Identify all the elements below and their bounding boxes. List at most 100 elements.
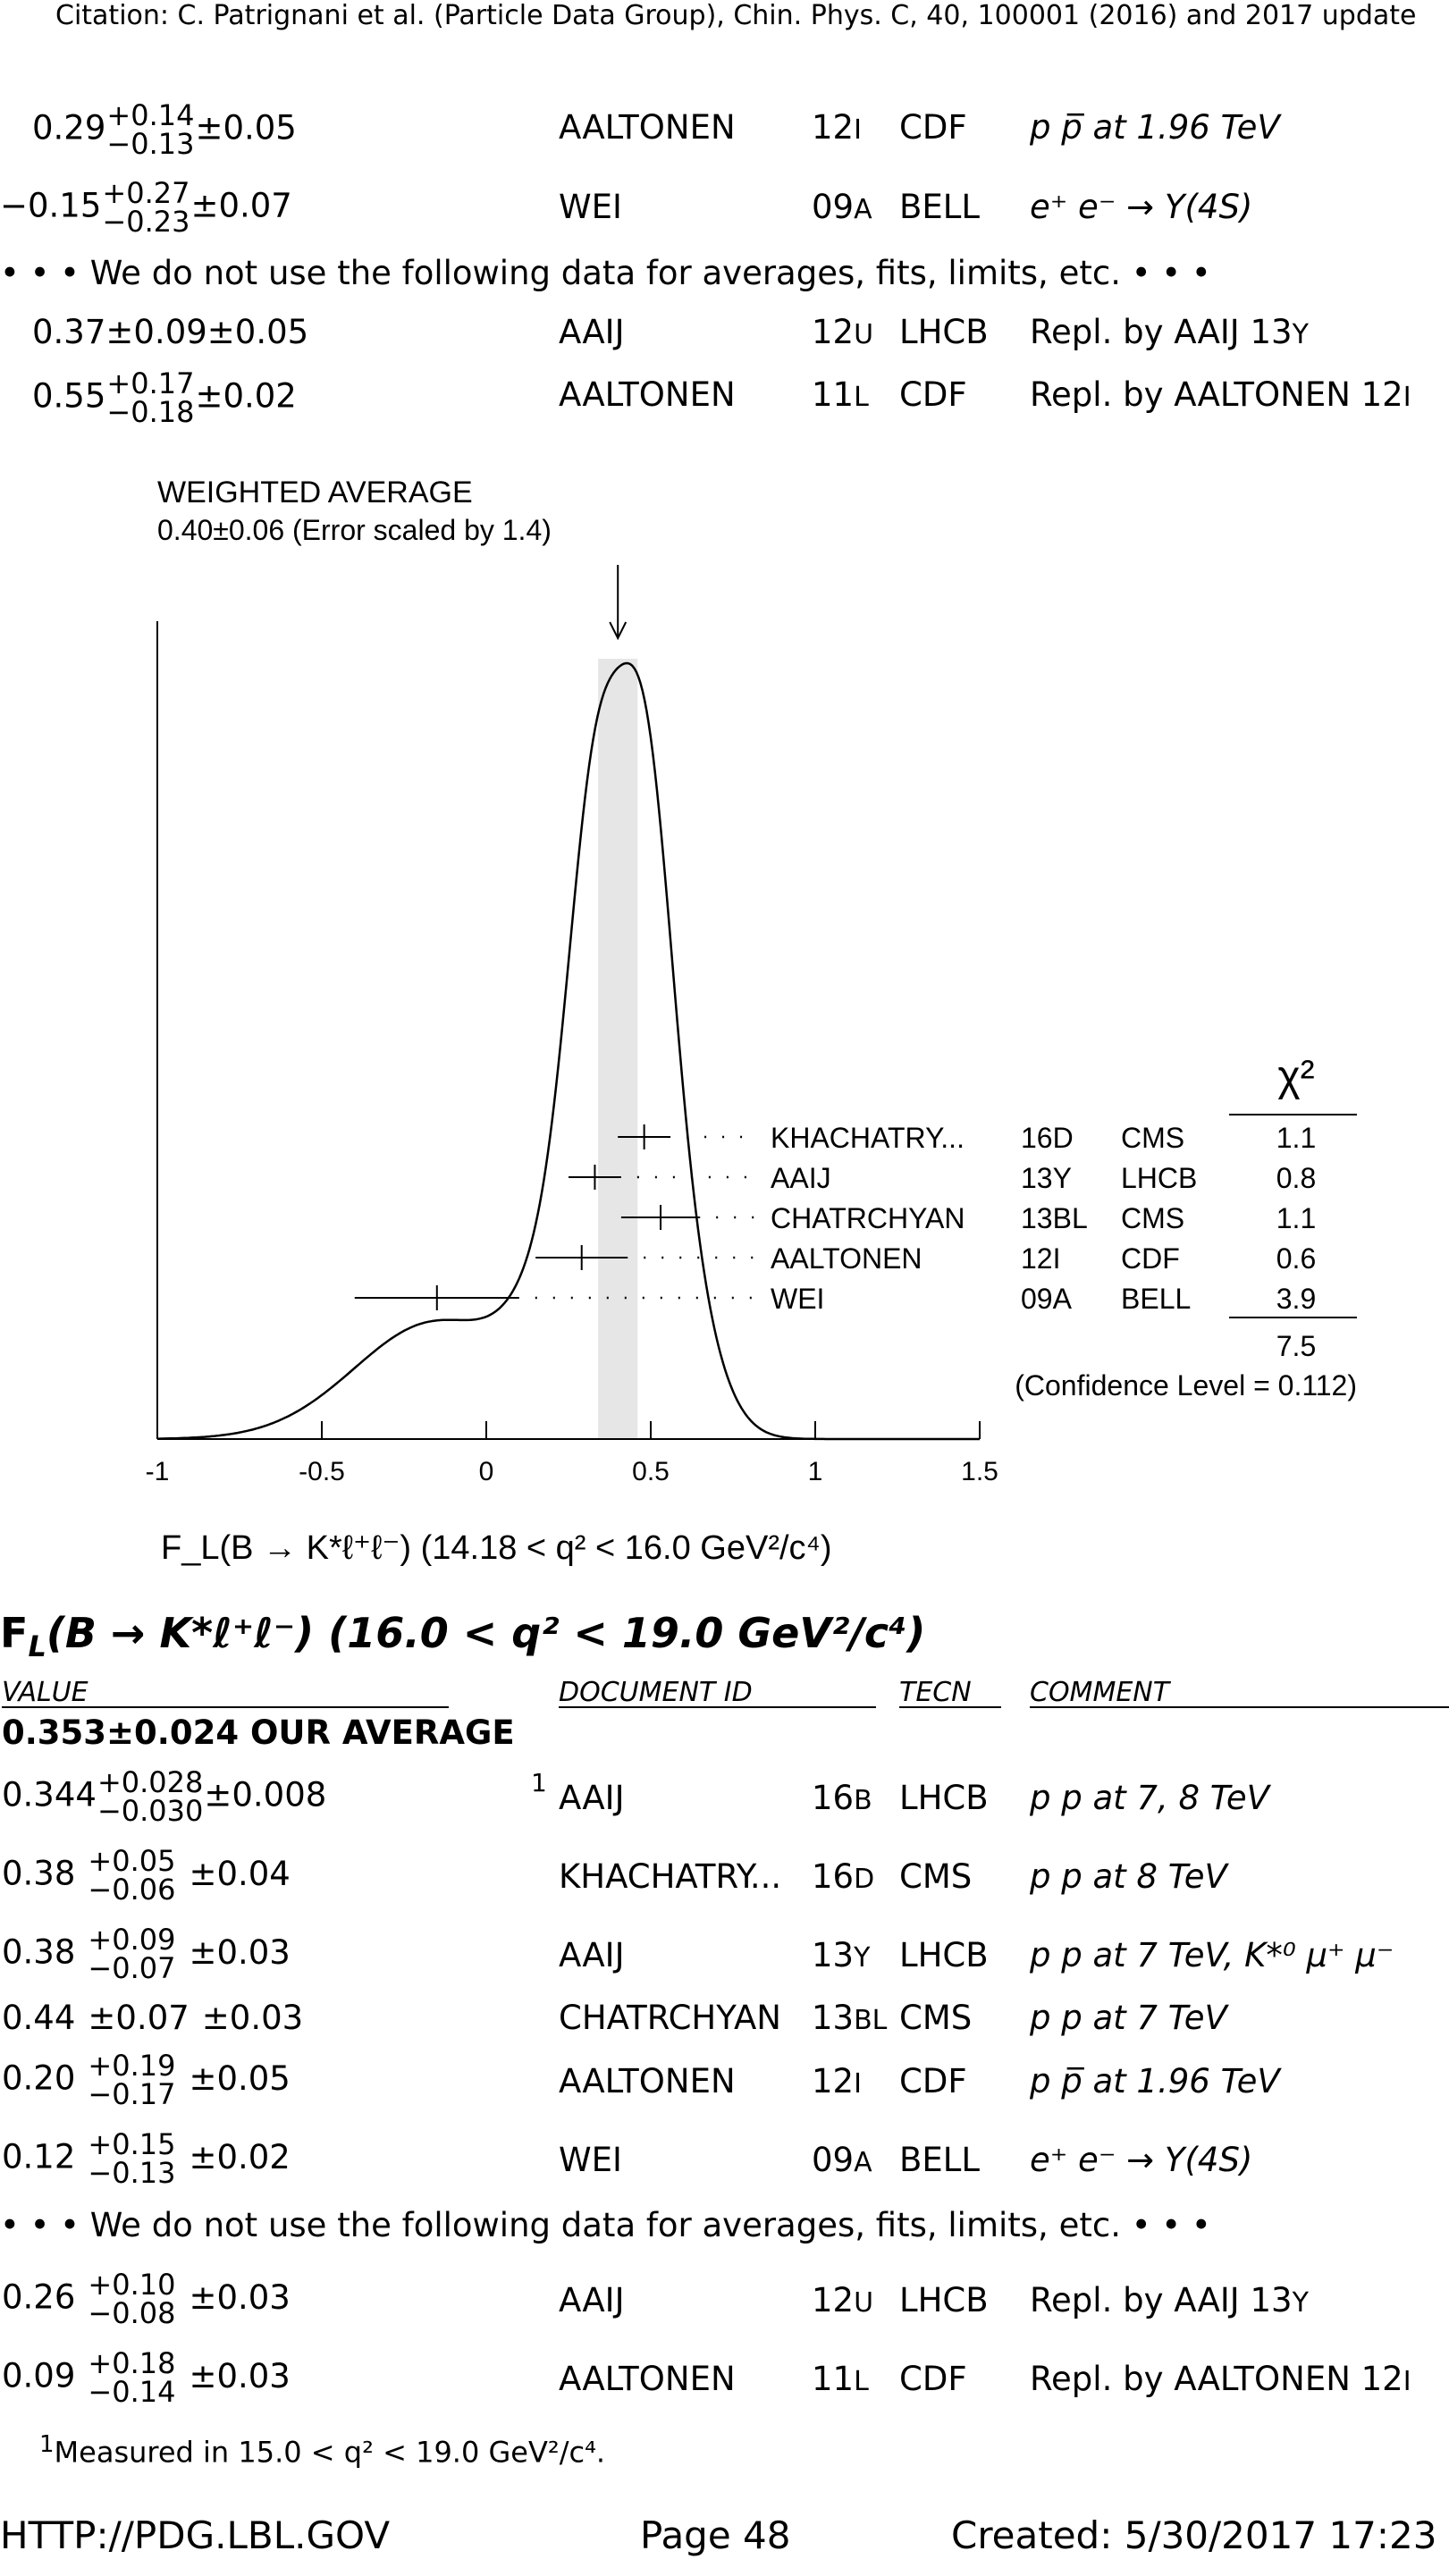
- measurement-tecn: CMS: [1121, 1122, 1184, 1154]
- comment: p p̅ at 1.96 TeV: [1030, 2062, 1280, 2100]
- chart-subtitle: 0.40±0.06 (Error scaled by 1.4): [157, 514, 552, 546]
- comment: p p̅ at 1.96 TeV: [1030, 108, 1280, 147]
- measurement-chi2: 0.8: [1276, 1162, 1316, 1194]
- measurement-tecn: BELL: [1121, 1283, 1191, 1315]
- x-tick-label: 1: [808, 1457, 823, 1486]
- ref-year: 12I: [812, 108, 862, 147]
- ref-year: 12U: [812, 313, 874, 351]
- column-header-value: VALUE: [2, 1677, 88, 1708]
- section-title: FL(B → K*ℓ⁺ℓ⁻) (16.0 < q² < 19.0 GeV²/c⁴…: [0, 1609, 926, 1664]
- header-underline: [559, 1706, 876, 1708]
- comment: p p at 7 TeV, K*⁰ μ⁺ μ⁻: [1030, 1936, 1394, 1974]
- data-row: 0.38 +0.05 −0.06 ±0.04: [2, 1844, 291, 1907]
- ideogram-chart: -1 -0.5 0 0.5 1 1.5 WEIGHTED AVERAGE 0.40±0.06 …: [146, 476, 1357, 1567]
- x-tick-label: 0: [479, 1457, 494, 1486]
- tecn: CDF: [899, 375, 967, 414]
- measurement-ref: 09A: [1021, 1283, 1073, 1315]
- comment: Repl. by AALTONEN 12I: [1030, 375, 1411, 414]
- ideogram-curve: [157, 661, 980, 1441]
- footer-created: Created: 5/30/2017 17:23: [951, 2513, 1437, 2557]
- confidence-level: (Confidence Level = 0.112): [1015, 1369, 1357, 1402]
- x-tick-label: -1: [146, 1457, 170, 1486]
- data-row: 0.55 +0.17 −0.18 ±0.02: [32, 366, 297, 429]
- document-id: CHATRCHYAN: [559, 1999, 781, 2037]
- ref-year: 09A: [812, 188, 872, 226]
- document-id: AAIJ: [559, 1936, 625, 1974]
- document-id: KHACHATRY...: [559, 1857, 782, 1896]
- comment: e⁺ e⁻ → Υ(4S): [1030, 2141, 1253, 2179]
- ref-year: 13BL: [812, 1999, 888, 2037]
- tecn: LHCB: [899, 1936, 989, 1974]
- tecn: LHCB: [899, 1779, 989, 1817]
- comment: p p at 8 TeV: [1030, 1857, 1227, 1896]
- ref-year: 11L: [812, 2360, 869, 2398]
- tecn: CDF: [899, 2360, 967, 2398]
- x-tick-label: 0.5: [632, 1457, 670, 1486]
- average-arrowhead: [609, 621, 628, 641]
- comment: p p at 7 TeV: [1030, 1999, 1227, 2037]
- ref-year: 16D: [812, 1857, 875, 1896]
- x-tick-label: -0.5: [299, 1457, 345, 1486]
- data-row: 0.344 +0.028 −0.030 ±0.008: [2, 1765, 327, 1828]
- measurement-ref: 13BL: [1021, 1202, 1088, 1234]
- measurement-chi2: 0.6: [1276, 1242, 1316, 1275]
- footer-page: Page 48: [640, 2513, 791, 2557]
- document-id: AAIJ: [559, 2281, 625, 2319]
- tecn: LHCB: [899, 2281, 989, 2319]
- x-tick-label: 1.5: [961, 1457, 998, 1486]
- header-underline: [1030, 1706, 1449, 1708]
- average-band: [598, 659, 638, 1439]
- comment: e⁺ e⁻ → Υ(4S): [1030, 188, 1253, 226]
- measurement-ref: 13Y: [1021, 1162, 1072, 1194]
- data-row: 0.09 +0.18 −0.14 ±0.03: [2, 2346, 291, 2409]
- document-id: WEI: [559, 188, 622, 226]
- ref-year: 12I: [812, 2062, 862, 2100]
- data-row: −0.15 +0.27 −0.23 ±0.07: [0, 176, 292, 239]
- notused-note: • • • We do not use the following data f…: [0, 254, 1211, 292]
- measurement-tecn: LHCB: [1121, 1162, 1197, 1194]
- measurement-doc: CHATRCHYAN: [771, 1202, 965, 1234]
- data-row: 0.44 ±0.07 ±0.03: [2, 1999, 304, 2037]
- measurement-ref: 12I: [1021, 1242, 1060, 1275]
- document-id: AAIJ: [559, 313, 625, 351]
- ref-year: 16B: [812, 1779, 872, 1817]
- measurement-ref: 16D: [1021, 1122, 1074, 1154]
- chi2-header: χ²: [1277, 1053, 1314, 1100]
- ref-year: 13Y: [812, 1936, 871, 1974]
- column-header-document: DOCUMENT ID: [559, 1677, 753, 1708]
- measurement-chi2: 3.9: [1276, 1283, 1316, 1315]
- chart-title: WEIGHTED AVERAGE: [157, 476, 473, 509]
- ref-year: 09A: [812, 2141, 872, 2179]
- ref-year: 11L: [812, 375, 869, 414]
- document-id: AALTONEN: [559, 108, 736, 147]
- document-id: AALTONEN: [559, 2360, 736, 2398]
- comment: Repl. by AAIJ 13Y: [1030, 313, 1309, 351]
- header-underline: [2, 1706, 449, 1708]
- data-row: 0.29 +0.14 −0.13 ±0.05: [32, 98, 297, 161]
- tecn: CMS: [899, 1857, 973, 1896]
- footnote-mark: 1: [531, 1768, 547, 1797]
- tecn: BELL: [899, 2141, 980, 2179]
- tecn: CDF: [899, 108, 967, 147]
- tecn: CMS: [899, 1999, 973, 2037]
- tecn: LHCB: [899, 313, 989, 351]
- document-id: AALTONEN: [559, 375, 736, 414]
- citation: Citation: C. Patrignani et al. (Particle…: [55, 0, 1417, 31]
- comment: Repl. by AALTONEN 12I: [1030, 2360, 1411, 2398]
- column-header-tecn: TECN: [899, 1677, 972, 1708]
- x-axis-label: F_L(B → K*ℓ⁺ℓ⁻) (14.18 < q² < 16.0 GeV²/…: [161, 1529, 832, 1567]
- chi2-total: 7.5: [1276, 1330, 1316, 1362]
- our-average: 0.353±0.024 OUR AVERAGE: [2, 1713, 515, 1752]
- document-id: AAIJ: [559, 1779, 625, 1817]
- data-row: 0.37±0.09±0.05: [32, 313, 309, 351]
- document-id: WEI: [559, 2141, 622, 2179]
- measurement-chi2: 1.1: [1276, 1202, 1316, 1234]
- header-underline: [899, 1706, 1001, 1708]
- tecn: CDF: [899, 2062, 967, 2100]
- measurement-doc: WEI: [771, 1283, 824, 1315]
- measurement-tecn: CDF: [1121, 1242, 1180, 1275]
- notused-note: • • • We do not use the following data f…: [0, 2206, 1211, 2244]
- measurement-tecn: CMS: [1121, 1202, 1184, 1234]
- measurement-chi2: 1.1: [1276, 1122, 1316, 1154]
- footer-url: HTTP://PDG.LBL.GOV: [0, 2513, 391, 2557]
